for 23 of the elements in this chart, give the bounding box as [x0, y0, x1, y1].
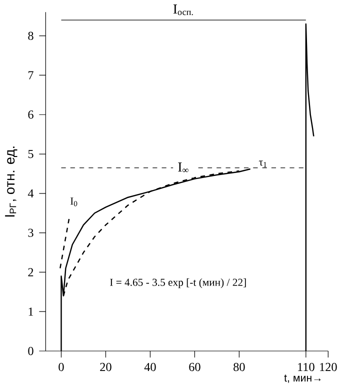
- y-axis-title: I$_{РГ}$, отн. ед.: [4, 146, 18, 217]
- y-tick-label: 1: [28, 308, 33, 316]
- x-tick-label: 60: [188, 362, 200, 372]
- annotation: τ$_{1}$: [258, 160, 266, 168]
- x-tick-label: 110: [298, 362, 314, 372]
- y-tick-label: 5: [28, 150, 34, 158]
- y-tick-label: 2: [28, 268, 33, 276]
- y-tick-label: 0: [28, 346, 34, 356]
- x-tick-label: 120: [320, 362, 337, 372]
- y-tick-label: 7: [28, 71, 34, 80]
- annotation: I$_{0}$: [70, 198, 77, 206]
- y-tick-label: 8: [28, 32, 34, 40]
- x-tick-label: 80: [233, 362, 245, 372]
- x-tick-label: 20: [100, 362, 112, 372]
- y-tick-label: 4: [28, 189, 34, 198]
- x-axis-title: t, мин→: [284, 374, 320, 383]
- y-tick-label: 6: [28, 110, 34, 119]
- ref-line-label: I$_{осп.}$: [173, 4, 193, 16]
- ref-line-label: I$_{∞}$: [178, 162, 188, 172]
- annotation: I = 4.65 - 3.5 exp [-t (мин) / 22]: [110, 278, 246, 288]
- x-tick-label: 40: [144, 362, 156, 372]
- y-tick-label: 3: [28, 228, 34, 237]
- x-tick-label: 0: [58, 362, 64, 372]
